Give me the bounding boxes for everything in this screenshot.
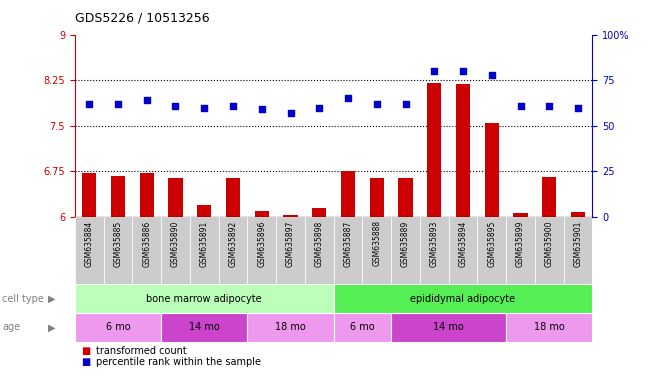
Bar [564, 217, 592, 284]
Bar [341, 171, 355, 217]
Bar [247, 217, 276, 284]
Text: GDS5226 / 10513256: GDS5226 / 10513256 [75, 12, 210, 25]
Text: GSM635888: GSM635888 [372, 220, 381, 266]
Text: ■: ■ [81, 357, 90, 367]
Point [84, 101, 94, 107]
Point [228, 103, 238, 109]
Text: epididymal adipocyte: epididymal adipocyte [411, 293, 516, 304]
Text: cell type: cell type [2, 293, 44, 304]
Point [458, 68, 468, 74]
Point [141, 97, 152, 103]
Text: GSM635897: GSM635897 [286, 220, 295, 267]
Text: ▶: ▶ [48, 293, 56, 304]
Text: GSM635898: GSM635898 [315, 220, 324, 266]
Text: bone marrow adipocyte: bone marrow adipocyte [146, 293, 262, 304]
Bar [391, 313, 506, 342]
Bar [305, 217, 333, 284]
Bar [398, 178, 413, 217]
Point [256, 106, 267, 113]
Bar [542, 177, 557, 217]
Point [516, 103, 526, 109]
Bar [219, 217, 247, 284]
Point [199, 104, 210, 111]
Point [400, 101, 411, 107]
Text: GSM635892: GSM635892 [229, 220, 238, 266]
Text: 6 mo: 6 mo [350, 322, 375, 333]
Point [171, 103, 181, 109]
Bar [161, 217, 190, 284]
Bar [333, 217, 363, 284]
Bar [190, 217, 219, 284]
Text: 18 mo: 18 mo [534, 322, 564, 333]
Text: GSM635891: GSM635891 [200, 220, 209, 266]
Bar [283, 215, 298, 217]
Text: GSM635896: GSM635896 [257, 220, 266, 267]
Text: age: age [2, 322, 20, 333]
Point [314, 104, 324, 111]
Bar [132, 217, 161, 284]
Bar [449, 217, 477, 284]
Bar [139, 173, 154, 217]
Text: GSM635886: GSM635886 [143, 220, 151, 266]
Bar [111, 175, 125, 217]
Bar [456, 84, 470, 217]
Bar [161, 313, 247, 342]
Bar [75, 313, 161, 342]
Bar [420, 217, 449, 284]
Point [113, 101, 123, 107]
Bar [197, 205, 212, 217]
Bar [255, 211, 269, 217]
Text: percentile rank within the sample: percentile rank within the sample [96, 357, 260, 367]
Bar [514, 214, 528, 217]
Bar [535, 217, 564, 284]
Point [573, 104, 583, 111]
Bar [333, 313, 391, 342]
Bar [506, 217, 535, 284]
Point [285, 110, 296, 116]
Bar [484, 123, 499, 217]
Text: GSM635884: GSM635884 [85, 220, 94, 266]
Bar [571, 212, 585, 217]
Bar [427, 83, 441, 217]
Text: GSM635885: GSM635885 [113, 220, 122, 266]
Bar [226, 178, 240, 217]
Text: 6 mo: 6 mo [105, 322, 130, 333]
Text: 14 mo: 14 mo [434, 322, 464, 333]
Text: GSM635900: GSM635900 [545, 220, 554, 267]
Text: GSM635889: GSM635889 [401, 220, 410, 266]
Text: GSM635890: GSM635890 [171, 220, 180, 267]
Text: ▶: ▶ [48, 322, 56, 333]
Bar [333, 284, 592, 313]
Bar [477, 217, 506, 284]
Point [372, 101, 382, 107]
Text: GSM635895: GSM635895 [488, 220, 496, 267]
Bar [506, 313, 592, 342]
Bar [247, 313, 333, 342]
Text: GSM635899: GSM635899 [516, 220, 525, 267]
Point [544, 103, 555, 109]
Bar [169, 178, 183, 217]
Text: 18 mo: 18 mo [275, 322, 306, 333]
Bar [82, 173, 96, 217]
Point [486, 72, 497, 78]
Bar [312, 209, 326, 217]
Bar [370, 178, 384, 217]
Bar [104, 217, 132, 284]
Bar [276, 217, 305, 284]
Text: GSM635894: GSM635894 [458, 220, 467, 267]
Text: 14 mo: 14 mo [189, 322, 219, 333]
Text: GSM635901: GSM635901 [574, 220, 583, 267]
Bar [75, 217, 104, 284]
Point [429, 68, 439, 74]
Text: GSM635887: GSM635887 [344, 220, 352, 266]
Bar [75, 284, 333, 313]
Point [343, 95, 353, 101]
Text: ■: ■ [81, 346, 90, 356]
Bar [391, 217, 420, 284]
Bar [363, 217, 391, 284]
Text: GSM635893: GSM635893 [430, 220, 439, 267]
Text: transformed count: transformed count [96, 346, 186, 356]
